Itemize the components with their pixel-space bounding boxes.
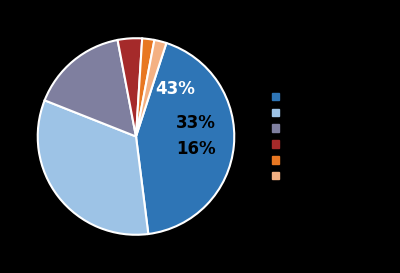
Wedge shape [38, 100, 148, 235]
Wedge shape [136, 38, 154, 136]
Legend: Academia, Government, Non-profit / NGO, Industry, Media, Other: Academia, Government, Non-profit / NGO, … [269, 89, 367, 184]
Wedge shape [136, 43, 234, 234]
Wedge shape [118, 38, 142, 136]
Text: 43%: 43% [155, 81, 195, 99]
Wedge shape [136, 40, 166, 136]
Wedge shape [45, 40, 136, 136]
Text: 16%: 16% [176, 140, 216, 158]
Text: 33%: 33% [176, 114, 216, 132]
